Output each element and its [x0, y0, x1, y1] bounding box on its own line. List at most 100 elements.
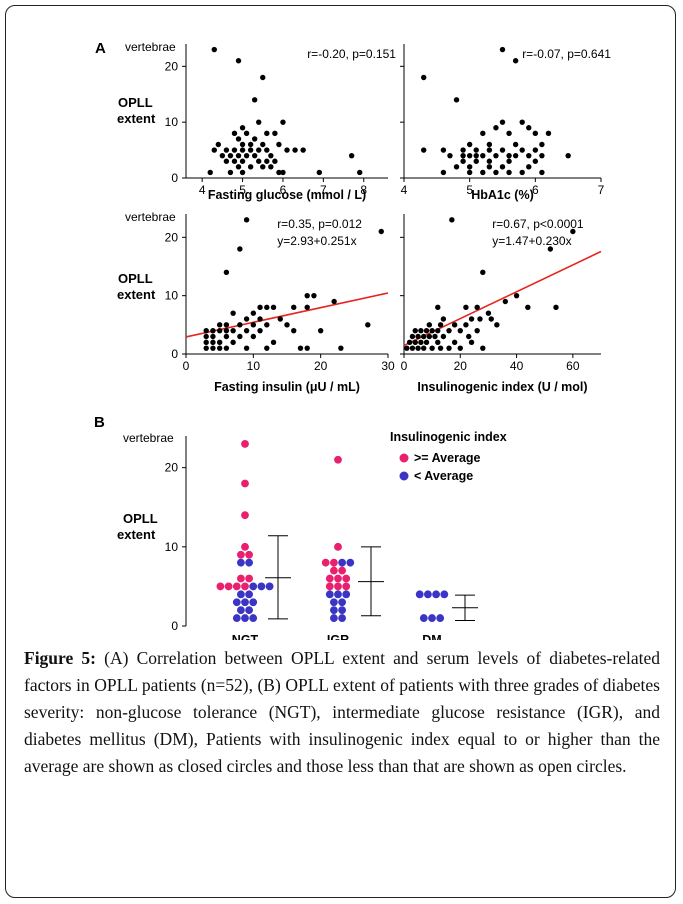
data-point	[545, 130, 552, 137]
data-point	[264, 130, 270, 137]
panel-b-y-label-line1: OPLL	[123, 511, 158, 526]
data-point	[280, 119, 286, 125]
data-point	[264, 158, 270, 164]
data-point	[466, 164, 473, 170]
data-point	[412, 339, 418, 346]
data-point	[499, 119, 506, 125]
data-point	[330, 558, 338, 567]
data-point	[526, 152, 532, 159]
data-point	[331, 298, 337, 305]
data-point	[435, 304, 441, 311]
x-tick-label: 10	[247, 359, 261, 373]
data-point	[334, 582, 342, 591]
data-point	[304, 345, 310, 351]
data-point	[243, 130, 250, 137]
data-point	[493, 152, 499, 159]
data-point	[338, 614, 346, 622]
data-point	[264, 304, 270, 311]
data-point	[526, 164, 532, 170]
data-point	[237, 550, 245, 559]
data-point	[257, 327, 263, 334]
data-point	[532, 147, 539, 153]
data-point	[203, 345, 209, 351]
data-point	[249, 614, 258, 622]
data-point	[457, 327, 463, 334]
data-point	[243, 152, 250, 159]
data-point	[241, 614, 249, 622]
legend-title: Insulinogenic index	[390, 430, 507, 444]
data-point	[423, 339, 430, 346]
data-point	[256, 158, 262, 164]
data-point	[499, 164, 506, 170]
data-point	[440, 333, 447, 340]
data-point	[473, 158, 479, 164]
data-point	[325, 590, 334, 599]
data-point	[251, 97, 258, 103]
data-point	[300, 147, 306, 153]
data-point	[223, 158, 230, 164]
data-point	[457, 345, 463, 351]
data-point	[539, 169, 545, 176]
data-point	[237, 590, 245, 599]
data-point	[203, 333, 209, 340]
data-point	[428, 614, 436, 622]
x-tick-label: 0	[183, 359, 190, 373]
dot-plot-b: 0 10 20 NGT IGR DM Insulinogenic index >= Avera…	[165, 430, 507, 640]
data-point	[235, 58, 242, 64]
data-point	[264, 147, 270, 153]
data-point	[547, 246, 554, 252]
data-point	[316, 169, 323, 176]
data-point	[437, 345, 444, 351]
data-point	[241, 582, 249, 591]
data-point	[235, 164, 242, 170]
x-tick-label: 20	[454, 359, 468, 373]
figure-canvas: A B vertebrae OPLL extent vertebrae OPLL…	[94, 40, 611, 640]
data-point	[463, 304, 469, 311]
data-point	[404, 345, 410, 351]
data-point	[480, 169, 486, 176]
data-point	[241, 542, 249, 551]
data-point	[436, 614, 445, 622]
data-point	[216, 322, 223, 328]
data-point	[211, 46, 217, 53]
data-point	[245, 606, 254, 615]
data-point	[250, 322, 257, 328]
data-point	[421, 74, 427, 81]
data-point	[237, 333, 243, 340]
data-point	[232, 598, 241, 607]
panel-a-bottom-y-unit: vertebrae	[125, 210, 176, 224]
data-point	[334, 455, 342, 464]
scatter-plot-3: 0 10 20 0 10 20 30 Fasting insulin (μU / mL) r=0…	[165, 214, 395, 394]
data-point	[342, 574, 351, 583]
data-point	[219, 152, 226, 159]
data-point	[449, 217, 455, 223]
data-point	[241, 598, 249, 607]
x-tick-label: 4	[401, 183, 408, 197]
data-point	[284, 147, 290, 153]
data-point	[268, 164, 274, 170]
data-point	[210, 327, 216, 334]
y-tick-label: 10	[165, 289, 179, 303]
data-point	[539, 152, 545, 159]
data-point	[210, 339, 216, 346]
caption-text: (A) Correlation between OPLL extent and …	[24, 648, 660, 776]
data-point	[451, 339, 458, 346]
data-point	[338, 558, 346, 567]
legend: Insulinogenic index >= Average < Average	[390, 430, 507, 483]
panel-a-bottom-y-label-line1: OPLL	[118, 271, 153, 286]
data-point	[466, 141, 473, 148]
data-point	[553, 304, 559, 311]
panel-b-y-label-line2: extent	[117, 527, 156, 542]
data-point	[223, 322, 230, 328]
panel-b-label: B	[94, 414, 105, 431]
data-point	[231, 158, 238, 164]
data-point	[270, 304, 277, 311]
data-point	[241, 511, 249, 520]
x-tick-label: 8	[360, 183, 367, 197]
data-point	[243, 217, 250, 223]
data-point	[485, 310, 492, 316]
data-point	[519, 147, 525, 153]
data-point	[210, 333, 216, 340]
data-point	[519, 119, 525, 125]
data-point	[334, 542, 342, 551]
